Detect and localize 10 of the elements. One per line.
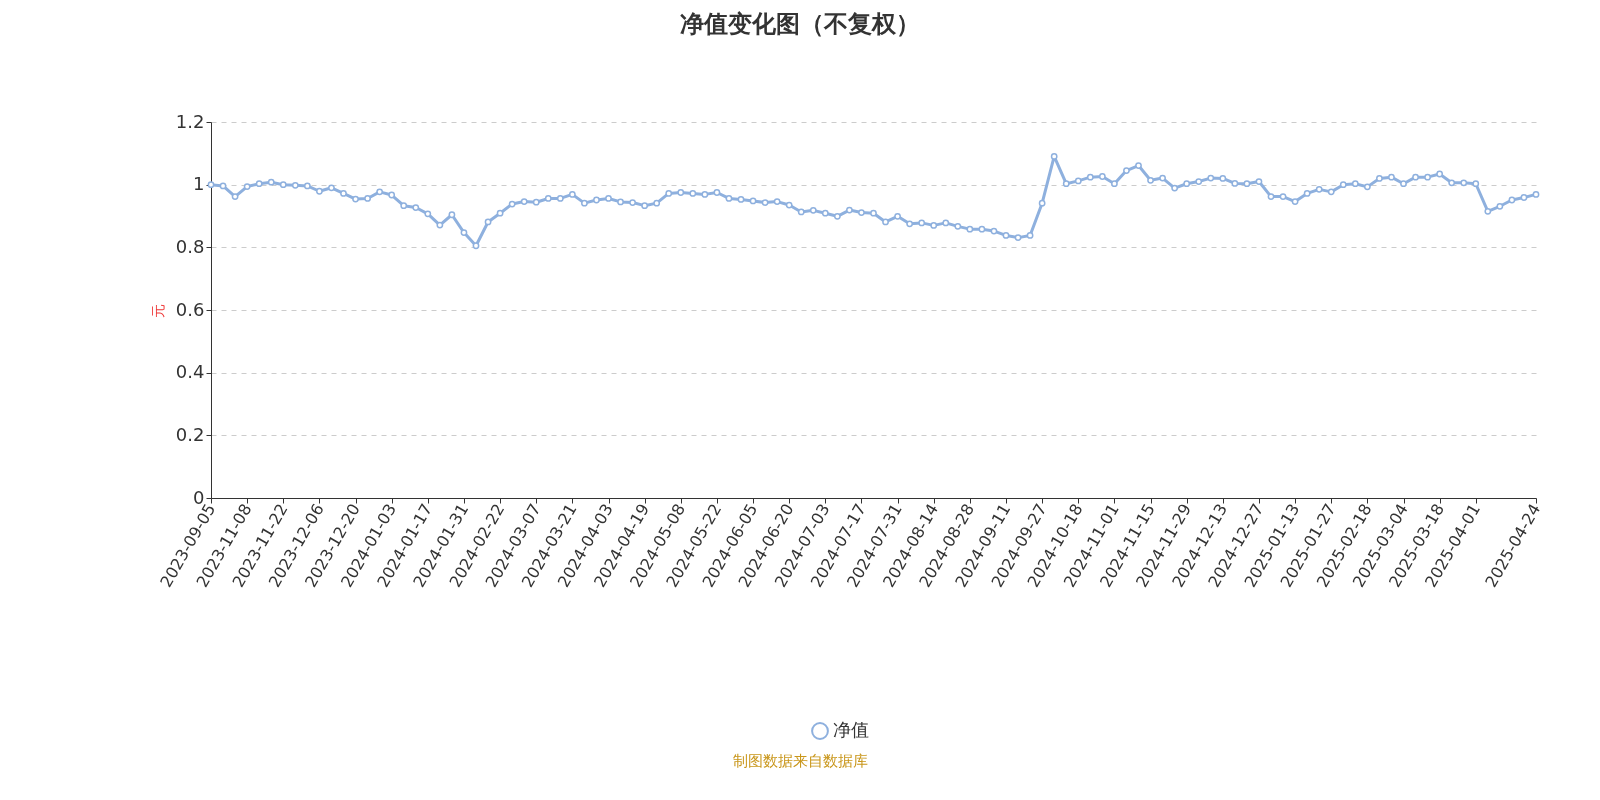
y-tick-label: 1 (193, 173, 205, 195)
y-tick-label: 0.4 (175, 361, 205, 383)
chart-title: 净值变化图（不复权） (679, 9, 921, 40)
y-tick-label: 0.8 (175, 235, 205, 257)
text: 制图数据来自数据库 (731, 752, 869, 771)
legend-label: 净值 (833, 719, 869, 740)
y-tick-label: 1.2 (175, 110, 205, 132)
y-axis-title: 元 (149, 303, 166, 318)
y-tick-label: 0.6 (175, 298, 205, 320)
y-tick-label: 0.2 (175, 423, 205, 445)
